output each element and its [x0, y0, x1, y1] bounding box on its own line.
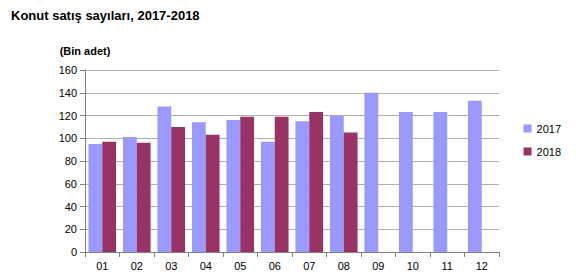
svg-text:05: 05: [234, 260, 246, 272]
svg-text:08: 08: [338, 260, 350, 272]
svg-text:2017: 2017: [537, 123, 561, 135]
svg-text:02: 02: [131, 260, 143, 272]
svg-text:03: 03: [165, 260, 177, 272]
svg-text:160: 160: [59, 64, 77, 76]
svg-text:80: 80: [65, 155, 77, 167]
svg-text:11: 11: [442, 260, 453, 272]
svg-text:140: 140: [59, 87, 77, 99]
svg-text:120: 120: [59, 110, 77, 122]
svg-text:10: 10: [407, 260, 419, 272]
svg-text:Konut satış sayıları, 2017-201: Konut satış sayıları, 2017-2018: [11, 8, 200, 23]
svg-text:09: 09: [372, 260, 384, 272]
svg-text:20: 20: [65, 223, 77, 235]
svg-text:06: 06: [269, 260, 281, 272]
svg-text:(Bin adet): (Bin adet): [60, 45, 111, 57]
svg-text:01: 01: [96, 260, 108, 272]
svg-text:40: 40: [65, 201, 77, 213]
svg-text:07: 07: [303, 260, 315, 272]
svg-text:0: 0: [71, 246, 77, 258]
svg-text:60: 60: [65, 178, 77, 190]
svg-text:2018: 2018: [537, 146, 561, 158]
svg-text:04: 04: [200, 260, 212, 272]
svg-text:12: 12: [476, 260, 488, 272]
svg-text:100: 100: [59, 132, 77, 144]
